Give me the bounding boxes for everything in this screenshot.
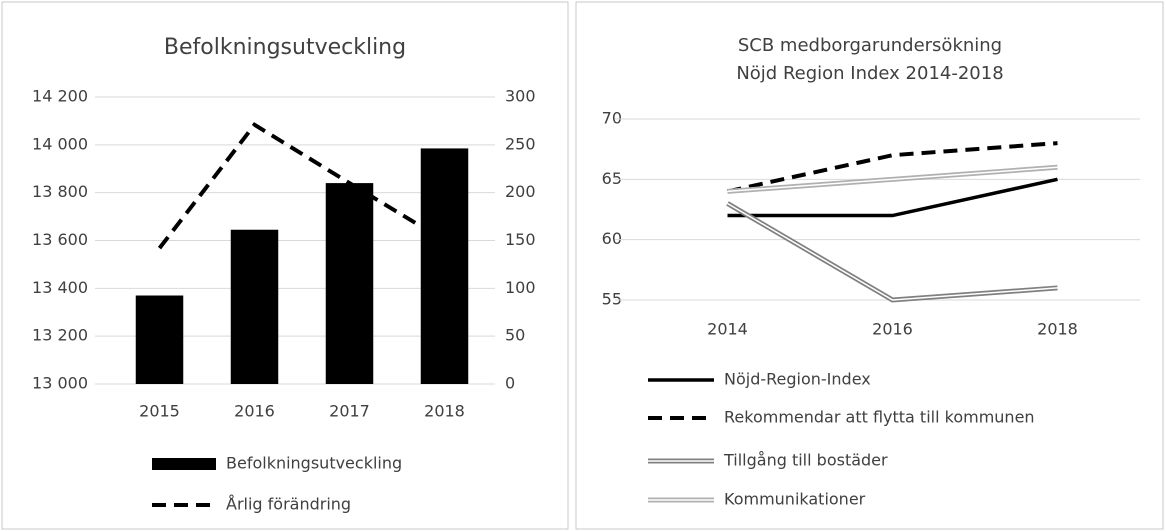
x-tick-label: 2018 (1037, 320, 1078, 339)
chart-subtitle: Nöjd Region Index 2014-2018 (736, 63, 1003, 84)
y2-tick-label: 50 (505, 326, 525, 345)
y-tick-label: 13 400 (32, 278, 88, 297)
x-tick-label: 2017 (329, 402, 370, 421)
legend-label: Tillgång till bostäder (723, 451, 888, 470)
line (727, 177, 1058, 218)
y-tick-label: 14 200 (32, 87, 88, 106)
y-tick-label: 65 (602, 169, 622, 188)
y2-tick-label: 250 (505, 134, 536, 153)
legend-label: Rekommendar att flytta till kommunen (724, 408, 1035, 427)
y-tick-label: 13 200 (32, 326, 88, 345)
y-tick-label: 13 000 (32, 374, 88, 393)
y2-tick-label: 0 (505, 374, 515, 393)
y2-tick-label: 300 (505, 87, 536, 106)
y-tick-label: 70 (602, 109, 622, 128)
y-tick-label: 14 000 (32, 134, 88, 153)
legend-label: Kommunikationer (724, 490, 866, 509)
bar (325, 183, 374, 384)
line-inner (727, 202, 1058, 301)
x-tick-label: 2016 (872, 320, 913, 339)
y2-tick-label: 150 (505, 230, 536, 249)
y2-tick-label: 100 (505, 278, 536, 297)
x-tick-label: 2015 (139, 402, 180, 421)
bar (230, 229, 279, 384)
y-tick-label: 60 (602, 229, 622, 248)
x-tick-label: 2018 (424, 402, 465, 421)
x-tick-label: 2014 (707, 320, 748, 339)
line (157, 122, 446, 250)
bar (135, 295, 184, 384)
y-tick-label: 55 (602, 290, 622, 309)
line (726, 201, 1058, 303)
chart-title: SCB medborgarundersökning (738, 35, 1002, 56)
line (727, 141, 1058, 194)
legend-label: Befolkningsutveckling (226, 454, 402, 473)
line-inner (727, 166, 1058, 193)
legend-label: Nöjd-Region-Index (724, 370, 871, 389)
y-tick-label: 13 600 (32, 230, 88, 249)
legend-label: Årlig förändring (226, 495, 351, 514)
legend-swatch (152, 458, 216, 470)
chart-title: Befolkningsutveckling (164, 35, 406, 60)
x-tick-label: 2016 (234, 402, 275, 421)
y-tick-label: 13 800 (32, 182, 88, 201)
bar (420, 148, 469, 384)
panel-right (575, 1, 1164, 530)
panel-left (1, 1, 569, 530)
y2-tick-label: 200 (505, 182, 536, 201)
